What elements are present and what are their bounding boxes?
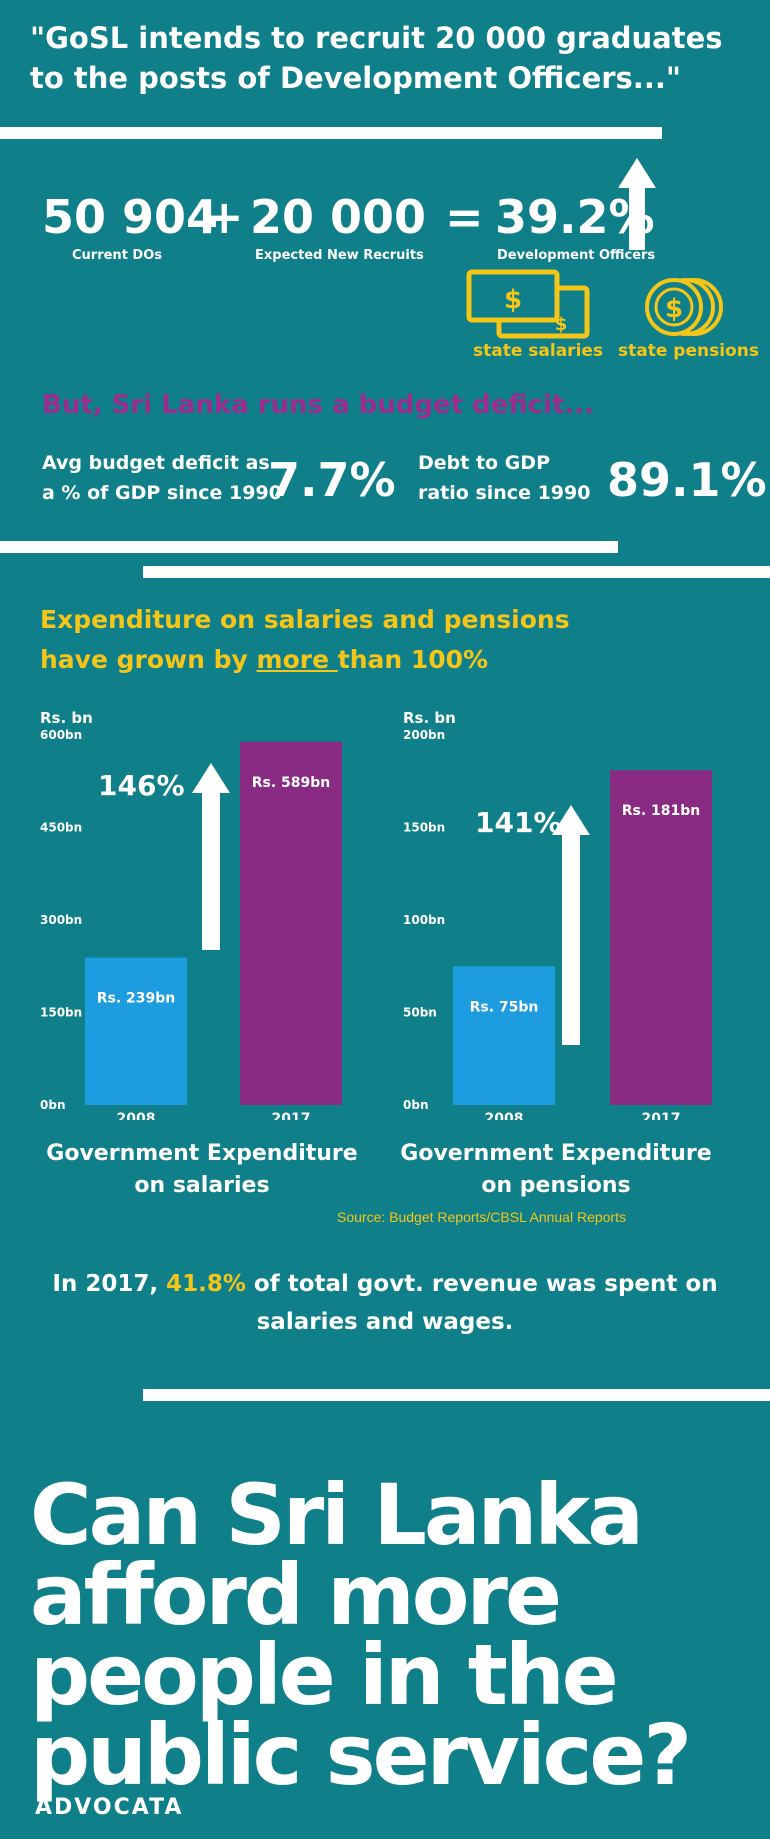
pensions-bar-2008 [453,966,555,1105]
expenditure-heading-line-2: have grown by more than 100% [40,640,570,680]
state-salaries-label: state salaries [473,341,604,361]
expenditure-heading-pre: have grown by [40,645,257,674]
salaries-ytick-0: 0bn [40,1098,65,1112]
deficit-stat-label-line-2: a % of GDP since 1990 [42,482,282,504]
salaries-ytick-1: 150bn [40,1006,82,1020]
pensions-data-label-2017: Rs. 181bn [622,803,701,819]
divider-2 [0,541,618,553]
svg-text:$: $ [504,285,522,315]
salaries-chart-title-line-2: on salaries [134,1173,270,1198]
salaries-bar-2008 [85,957,187,1105]
pensions-ytick-4: 200bn [403,728,445,742]
closing-question-line-1: Can Sri Lanka [30,1466,644,1564]
coins-icon: $ [645,278,723,336]
salaries-data-label-2008: Rs. 239bn [97,991,176,1007]
quote-line-2: to the posts of Development Officers..." [30,61,681,95]
salaries-ytick-3: 450bn [40,821,82,835]
pensions-chart-title: Government Expenditure on pensions [396,1138,716,1202]
source-note: Source: Budget Reports/CBSL Annual Repor… [337,1209,626,1225]
divider-4 [143,1389,770,1401]
pensions-growth-label: 141% [475,806,562,839]
pensions-bar-2017 [610,770,712,1105]
up-arrow-icon [618,158,656,250]
expenditure-heading: Expenditure on salaries and pensions hav… [40,600,570,680]
salaries-ytick-2: 300bn [40,913,82,927]
closing-question: Can Sri Lanka afford more people in the … [30,1466,750,1804]
pensions-chart: Rs. bn 0bn 50bn 100bn 150bn 200bn Rs. 75bn 2008… [403,709,712,1120]
salaries-xtick-2017: 2017 [272,1111,311,1120]
summary-highlight: 41.8% [166,1271,246,1297]
deficit-stat-value: 7.7% [268,453,396,507]
summary-pre: In 2017, [52,1271,167,1297]
summary-line-1: In 2017, 41.8% of total govt. revenue wa… [20,1265,750,1303]
pensions-ylabel: Rs. bn [403,709,456,727]
summary-line-2: salaries and wages. [256,1309,514,1335]
debt-stat-label: Debt to GDP ratio since 1990 [418,448,590,508]
result-value: 39.2% [495,190,655,244]
svg-text:$: $ [665,294,683,324]
salaries-chart: Rs. bn 0bn 150bn 300bn 450bn 600bn Rs. 239bn 20… [40,709,342,1120]
deficit-stat-label-line-1: Avg budget deficit as [42,452,270,474]
deficit-stat-label: Avg budget deficit as a % of GDP since 1… [42,448,282,508]
expenditure-heading-line-1: Expenditure on salaries and pensions [40,605,570,634]
new-recruits-label: Expected New Recruits [255,248,424,263]
debt-stat-label-line-1: Debt to GDP [418,452,550,474]
new-recruits-value: 20 000 [250,190,427,244]
banknotes-icon: $ $ [466,269,590,339]
pensions-ytick-3: 150bn [403,821,445,835]
closing-question-line-2: afford more [30,1546,562,1644]
svg-text:$: $ [555,314,568,335]
expenditure-heading-underlined: more [256,645,338,674]
quote: "GoSL intends to recruit 20 000 graduate… [30,18,730,98]
state-pensions-label: state pensions [618,341,759,361]
closing-question-line-3: people in the [30,1626,619,1724]
salaries-ytick-4: 600bn [40,728,82,742]
pensions-chart-title-line-1: Government Expenditure [400,1141,712,1166]
plus-sign: + [205,190,244,244]
equals-sign: = [445,190,484,244]
pensions-data-label-2008: Rs. 75bn [470,999,539,1015]
divider-3 [143,566,770,578]
pensions-growth-arrow-icon [552,805,590,1045]
deficit-heading: But, Sri Lanka runs a budget deficit... [42,390,595,420]
pensions-ytick-2: 100bn [403,913,445,927]
salaries-growth-arrow-icon [192,763,230,950]
divider-1 [0,127,662,139]
summary: In 2017, 41.8% of total govt. revenue wa… [20,1265,750,1341]
salaries-growth-label: 146% [98,769,185,802]
debt-stat-value: 89.1% [607,453,767,507]
result-label: Development Officers [497,248,656,263]
pensions-xtick-2017: 2017 [642,1111,681,1120]
current-dos-label: Current DOs [72,248,163,263]
pensions-ytick-0: 0bn [403,1098,428,1112]
pensions-ytick-1: 50bn [403,1006,437,1020]
salaries-xtick-2008: 2008 [117,1111,156,1120]
debt-stat-label-line-2: ratio since 1990 [418,482,591,504]
quote-line-1: "GoSL intends to recruit 20 000 graduate… [30,21,723,55]
advocata-logo: ADVOCATA [35,1795,184,1820]
salaries-bar-2017 [240,741,342,1105]
salaries-ylabel: Rs. bn [40,709,93,727]
summary-post: of total govt. revenue was spent on [245,1271,718,1297]
expenditure-heading-post: than 100% [337,645,489,674]
pensions-xtick-2008: 2008 [485,1111,524,1120]
salaries-chart-title: Government Expenditure on salaries [42,1138,362,1202]
salaries-data-label-2017: Rs. 589bn [252,775,331,791]
salaries-chart-title-line-1: Government Expenditure [46,1141,358,1166]
current-dos-value: 50 904 [42,190,219,244]
pensions-chart-title-line-2: on pensions [481,1173,631,1198]
closing-question-line-4: public service? [30,1706,692,1804]
